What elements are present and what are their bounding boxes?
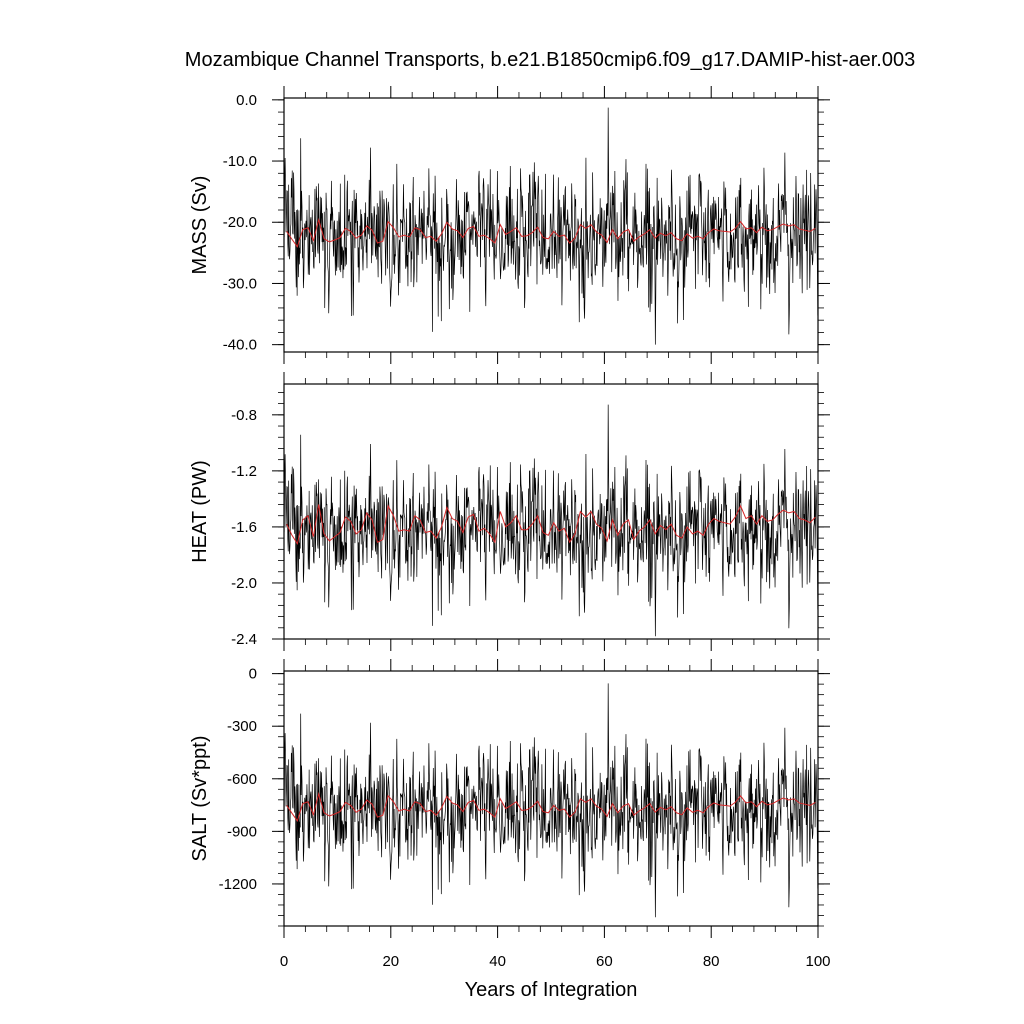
panel-mass-ytick-label: -10.0 bbox=[223, 153, 257, 170]
panel-mass: 0.0 -10.0 -20.0 -30.0 -40.0 MASS (Sv) bbox=[189, 86, 830, 364]
panel-salt-monthly-series bbox=[283, 683, 819, 918]
panel-heat-ytick-label: -2.0 bbox=[231, 575, 257, 592]
xtick-label: 100 bbox=[805, 953, 830, 970]
panel-salt-ytick-label: -900 bbox=[227, 823, 257, 840]
xtick-label: 40 bbox=[489, 953, 506, 970]
panel-heat-monthly-series bbox=[283, 404, 819, 637]
panel-mass-ylabel: MASS (Sv) bbox=[189, 176, 211, 275]
panel-heat-annual-series bbox=[286, 504, 816, 546]
panel-mass-annual-series bbox=[286, 217, 816, 248]
xtick-label: 0 bbox=[280, 953, 288, 970]
panel-salt-ytick-label: 0 bbox=[249, 666, 257, 683]
panel-heat-ytick-label: -2.4 bbox=[231, 631, 257, 648]
panel-heat-ylabel: HEAT (PW) bbox=[189, 460, 211, 563]
panel-heat-ytick-label: -1.2 bbox=[231, 463, 257, 480]
panel-heat-ytick-label: -1.6 bbox=[231, 519, 257, 536]
panel-mass-ytick-label: 0.0 bbox=[236, 92, 257, 109]
panel-salt-annual-series bbox=[286, 791, 816, 822]
panel-mass-ytick-label: -20.0 bbox=[223, 214, 257, 231]
panel-heat-ytick-label: -0.8 bbox=[231, 407, 257, 424]
chart-title: Mozambique Channel Transports, b.e21.B18… bbox=[185, 49, 915, 71]
x-axis-label: Years of Integration bbox=[465, 979, 638, 1001]
panel-salt-ytick-label: -600 bbox=[227, 771, 257, 788]
panel-heat: -0.8 -1.2 -1.6 -2.0 -2.4 HEAT (PW) bbox=[189, 372, 830, 651]
panel-mass-ytick-label: -40.0 bbox=[223, 337, 257, 354]
xtick-label: 20 bbox=[382, 953, 399, 970]
panel-salt: 0 -300 -600 -900 -1200 SALT (Sv*ppt) bbox=[189, 659, 830, 938]
xtick-label: 60 bbox=[596, 953, 613, 970]
panels-group: 0.0 -10.0 -20.0 -30.0 -40.0 MASS (Sv) -0.8 -1.2… bbox=[189, 86, 830, 938]
xtick-label: 80 bbox=[703, 953, 720, 970]
panel-mass-ytick-label: -30.0 bbox=[223, 275, 257, 292]
panel-heat-frame bbox=[283, 383, 819, 640]
panel-mass-monthly-series bbox=[283, 107, 819, 345]
x-axis: 0 20 40 60 80 100 bbox=[280, 953, 831, 970]
panel-salt-ytick-label: -300 bbox=[227, 718, 257, 735]
panel-salt-ytick-label: -1200 bbox=[219, 876, 257, 893]
panel-salt-ylabel: SALT (Sv*ppt) bbox=[189, 736, 211, 862]
